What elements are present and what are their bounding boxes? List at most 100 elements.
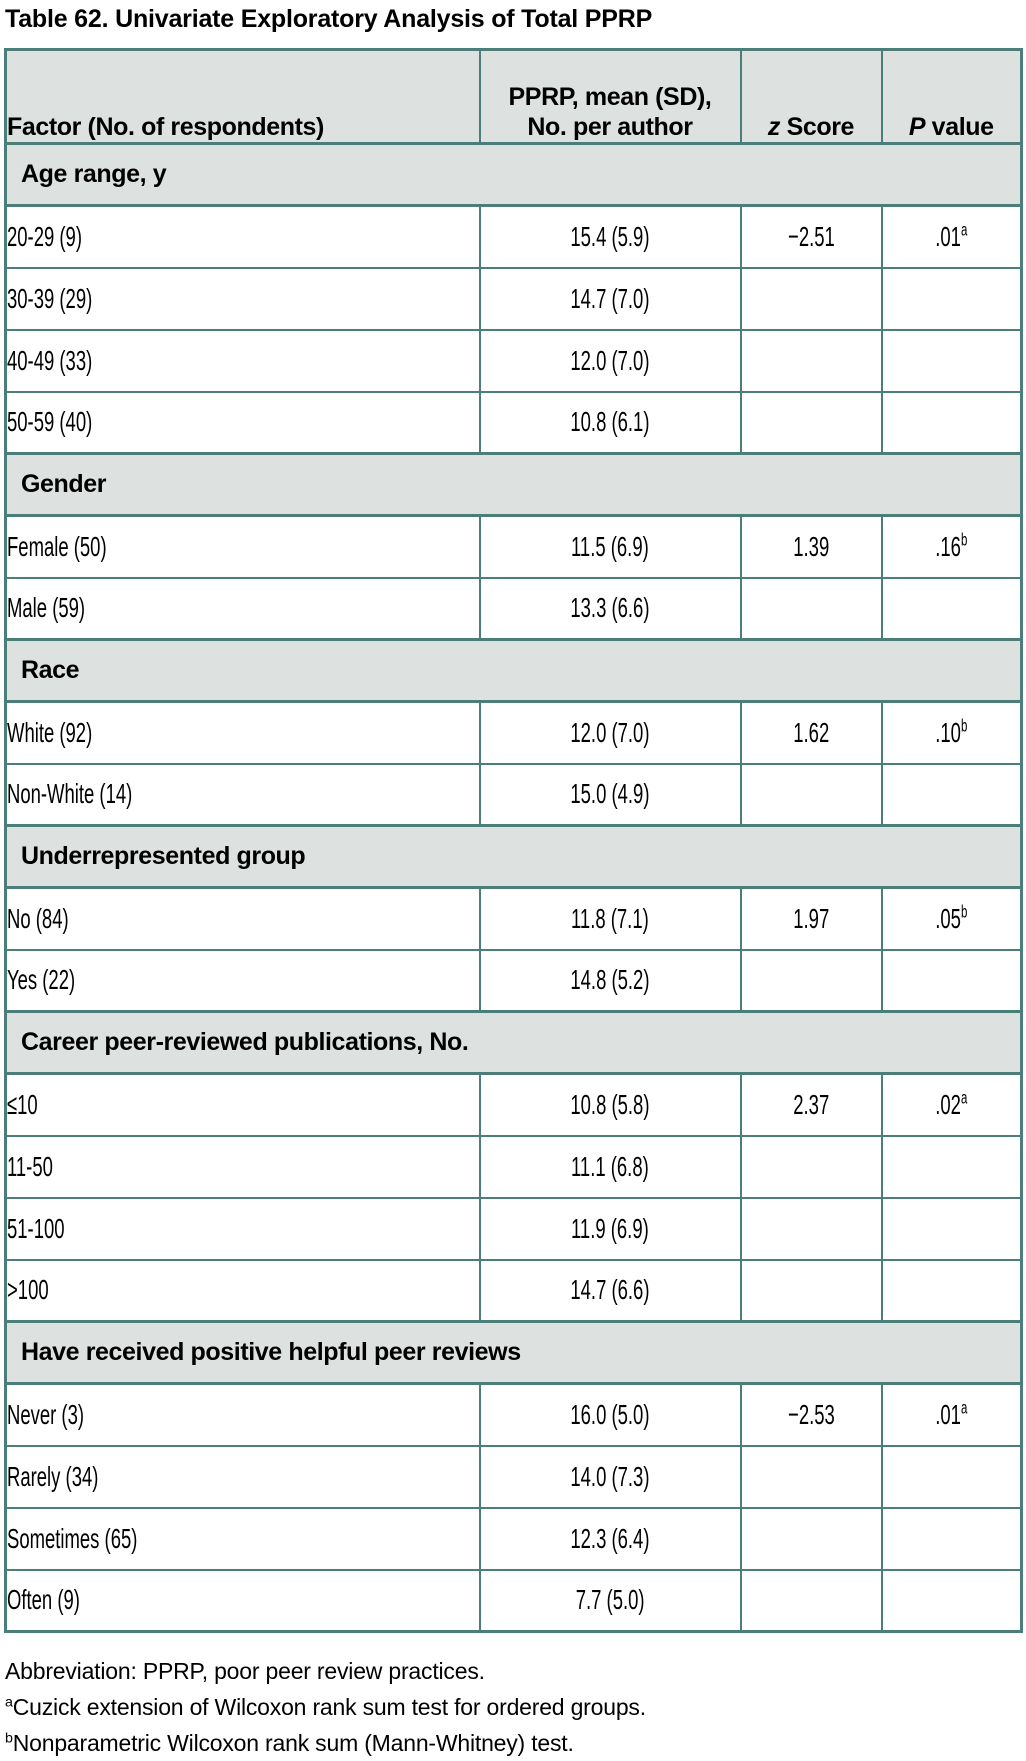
factor-cell: 11-50 [4, 1134, 481, 1199]
p-value-cell: .10b [880, 700, 1023, 765]
table-header: Factor (No. of respondents) PPRP, mean (… [4, 48, 1023, 145]
table-row: White (92) 12.0 (7.0) 1.62 .10b [4, 700, 1023, 765]
factor-cell: No (84) [4, 886, 481, 951]
table-row: 30-39 (29) 14.7 (7.0) [4, 266, 1023, 331]
mean-sd-cell: 13.3 (6.6) [478, 576, 742, 641]
pprp-table: Factor (No. of respondents) PPRP, mean (… [4, 48, 1023, 1633]
mean-sd-cell: 7.7 (5.0) [478, 1568, 742, 1633]
factor-text: Non-White (14) [7, 778, 133, 810]
factor-cell: Non-White (14) [4, 762, 481, 827]
mean-sd-cell: 15.4 (5.9) [478, 204, 742, 269]
table-row: Male (59) 13.3 (6.6) [4, 576, 1023, 641]
p-value-cell: .01a [880, 204, 1023, 269]
header-p-value: P value [880, 48, 1023, 145]
header-z-rest: Score [780, 113, 855, 141]
table-row: Often (9) 7.7 (5.0) [4, 1568, 1023, 1633]
z-score-text: −2.51 [787, 220, 835, 252]
z-score-cell: 1.39 [739, 514, 883, 579]
footnote-b: bNonparametric Wilcoxon rank sum (Mann-W… [5, 1725, 1022, 1761]
footnote-a-marker: a [5, 1694, 13, 1711]
mean-sd-cell: 11.8 (7.1) [478, 886, 742, 951]
mean-sd-text: 12.3 (6.4) [570, 1522, 650, 1554]
z-score-cell [739, 1444, 883, 1509]
section-label: Career peer-reviewed publications, No. [4, 1010, 1023, 1075]
footnote-marker: a [960, 1087, 968, 1108]
table-row: >100 14.7 (6.6) [4, 1258, 1023, 1323]
header-pprp: PPRP, mean (SD), No. per author [478, 48, 742, 145]
z-score-cell [739, 576, 883, 641]
table-row: 50-59 (40) 10.8 (6.1) [4, 390, 1023, 455]
mean-sd-cell: 12.0 (7.0) [478, 328, 742, 393]
p-value-cell: .05b [880, 886, 1023, 951]
section-row: Underrepresented group [4, 824, 1023, 889]
p-value-cell [880, 1134, 1023, 1199]
header-pprp-line2: No. per author [527, 113, 693, 141]
p-value-cell [880, 948, 1023, 1013]
z-score-cell [739, 266, 883, 331]
mean-sd-text: 13.3 (6.6) [570, 592, 650, 624]
factor-cell: Never (3) [4, 1382, 481, 1447]
header-row: Factor (No. of respondents) PPRP, mean (… [4, 48, 1023, 145]
table-row: Non-White (14) 15.0 (4.9) [4, 762, 1023, 827]
header-factor: Factor (No. of respondents) [4, 48, 481, 145]
z-score-text: 1.62 [793, 716, 829, 748]
mean-sd-cell: 14.8 (5.2) [478, 948, 742, 1013]
mean-sd-cell: 16.0 (5.0) [478, 1382, 742, 1447]
p-value-cell [880, 1506, 1023, 1571]
factor-text: 11-50 [7, 1150, 53, 1182]
table-row: Yes (22) 14.8 (5.2) [4, 948, 1023, 1013]
mean-sd-text: 14.7 (7.0) [570, 282, 650, 314]
table-row: Female (50) 11.5 (6.9) 1.39 .16b [4, 514, 1023, 579]
section-row: Gender [4, 452, 1023, 517]
mean-sd-text: 12.0 (7.0) [570, 344, 650, 376]
mean-sd-text: 15.4 (5.9) [570, 220, 650, 252]
z-score-text: 1.39 [793, 530, 829, 562]
factor-text: Rarely (34) [7, 1460, 99, 1492]
p-value-text: .05b [935, 901, 968, 934]
p-value-text: .10b [935, 715, 968, 748]
factor-cell: Often (9) [4, 1568, 481, 1633]
mean-sd-text: 15.0 (4.9) [570, 778, 650, 810]
section-label: Race [4, 638, 1023, 703]
mean-sd-cell: 14.0 (7.3) [478, 1444, 742, 1509]
footnote-marker: a [960, 1397, 968, 1418]
p-value-text: .16b [935, 529, 968, 562]
factor-cell: Yes (22) [4, 948, 481, 1013]
mean-sd-cell: 11.9 (6.9) [478, 1196, 742, 1261]
p-value-cell: .16b [880, 514, 1023, 579]
footnote-a-text: Cuzick extension of Wilcoxon rank sum te… [12, 1694, 646, 1720]
factor-text: 40-49 (33) [7, 344, 93, 376]
factor-cell: Female (50) [4, 514, 481, 579]
factor-cell: >100 [4, 1258, 481, 1323]
factor-text: White (92) [7, 716, 93, 748]
footnote-marker: b [960, 901, 968, 922]
factor-cell: Male (59) [4, 576, 481, 641]
footnote-b-text: Nonparametric Wilcoxon rank sum (Mann-Wh… [12, 1730, 574, 1756]
p-value-cell [880, 762, 1023, 827]
p-value-cell: .02a [880, 1072, 1023, 1137]
table-row: ≤10 10.8 (5.8) 2.37 .02a [4, 1072, 1023, 1137]
header-z-score: z Score [739, 48, 883, 145]
factor-text: 30-39 (29) [7, 282, 93, 314]
z-score-cell: 1.62 [739, 700, 883, 765]
mean-sd-cell: 15.0 (4.9) [478, 762, 742, 827]
z-score-cell [739, 762, 883, 827]
mean-sd-cell: 10.8 (6.1) [478, 390, 742, 455]
table-row: 20-29 (9) 15.4 (5.9) −2.51 .01a [4, 204, 1023, 269]
factor-text: 51-100 [7, 1212, 65, 1244]
factor-cell: 40-49 (33) [4, 328, 481, 393]
footnote-marker: b [960, 715, 968, 736]
z-score-cell: −2.53 [739, 1382, 883, 1447]
mean-sd-text: 12.0 (7.0) [570, 716, 650, 748]
mean-sd-text: 10.8 (6.1) [570, 406, 650, 438]
factor-text: Sometimes (65) [7, 1522, 138, 1554]
section-row: Age range, y [4, 142, 1023, 207]
p-value-cell [880, 266, 1023, 331]
section-row: Race [4, 638, 1023, 703]
mean-sd-cell: 12.3 (6.4) [478, 1506, 742, 1571]
footnotes: Abbreviation: PPRP, poor peer review pra… [5, 1653, 1022, 1761]
mean-sd-text: 16.0 (5.0) [570, 1398, 650, 1430]
section-row: Have received positive helpful peer revi… [4, 1320, 1023, 1385]
factor-text: Never (3) [7, 1398, 85, 1430]
header-p-rest: value [925, 113, 994, 141]
